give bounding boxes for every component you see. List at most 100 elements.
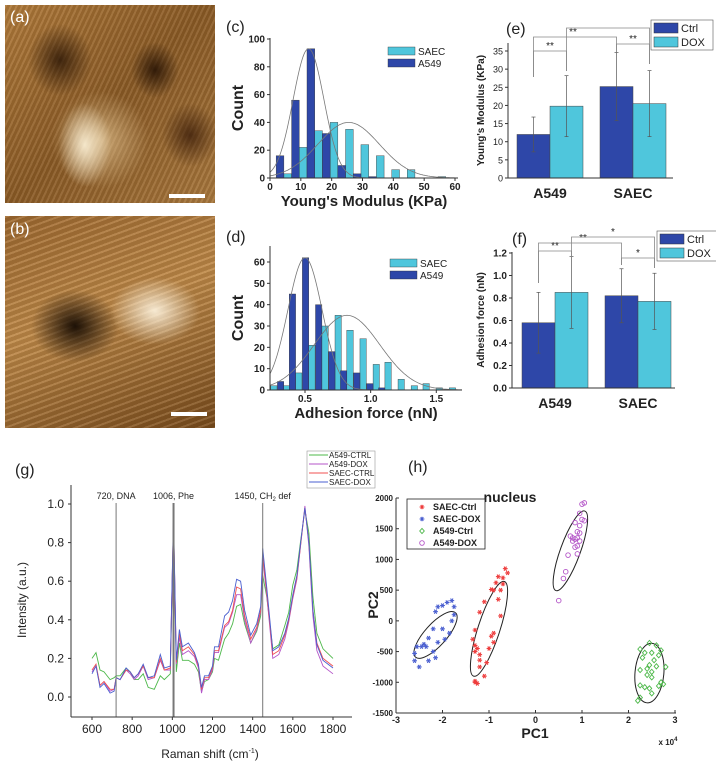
marker-stroke [471, 636, 475, 642]
histogram-bar-saec [359, 338, 367, 391]
annotation-label: 1450, CH2 def [235, 491, 292, 503]
significance-label: ** [579, 233, 587, 244]
x-tick-label: 1000 [159, 722, 186, 736]
histogram-bar-saec [299, 147, 308, 179]
scatter-point-a549-ctrl [644, 665, 651, 673]
x-axis-title: Raman shift (cm-1) [161, 747, 259, 761]
histogram-bar-saec [372, 364, 380, 391]
panel-label-d: (d) [226, 229, 246, 246]
histogram-bar-saec [346, 330, 354, 391]
histogram-bar-a549 [306, 48, 315, 179]
y-tick-label: 1.0 [47, 497, 64, 511]
y-tick-label: 30 [493, 65, 503, 75]
histogram-bar-a549 [275, 155, 285, 179]
marker-stroke [489, 587, 494, 592]
marker-stroke [431, 649, 435, 654]
marker-stroke [482, 599, 487, 605]
scatter-point-saec-dox [421, 641, 427, 647]
legend-marker-saec-ctrl [419, 504, 425, 510]
scatter-point-saec-ctrl [481, 599, 487, 605]
category-label: SAEC [619, 395, 658, 411]
scatter-point-saec-dox [435, 640, 441, 645]
gaussian-fit-saec [269, 122, 458, 179]
legend-label: DOX [681, 37, 706, 49]
legend-marker-a549-dox [419, 540, 425, 546]
legend-swatch-saec [389, 258, 418, 268]
x-tick-label: -3 [392, 715, 400, 725]
x-tick-label: 10 [295, 182, 307, 193]
marker-stroke [484, 660, 489, 665]
scatter-point-saec-ctrl [481, 673, 487, 679]
scatter-point-saec-dox [416, 664, 422, 670]
legend-swatch-dox [659, 247, 685, 259]
scatter-point-saec-dox [430, 626, 436, 632]
legend-label: Ctrl [681, 23, 698, 35]
scatter-point-saec-ctrl [505, 570, 510, 576]
scatter-point-a549-ctrl [637, 645, 644, 653]
histogram-bar-saec [376, 155, 385, 179]
legend-label: A549 [420, 271, 444, 282]
scatter-point-a549-ctrl [658, 647, 664, 654]
scatter-point-a549-dox [560, 575, 567, 582]
marker-stroke [420, 504, 424, 510]
y-tick-label: 10 [254, 364, 266, 375]
scatter-point-a549-ctrl [639, 654, 646, 661]
scatter-point-saec-dox [444, 600, 450, 605]
marker-stroke [417, 664, 421, 670]
y-tick-label: 0.8 [47, 536, 64, 550]
y-tick-label: 0.4 [47, 613, 64, 627]
scatter-point-a549-ctrl [648, 690, 655, 697]
marker-stroke [450, 598, 454, 603]
marker-stroke [412, 658, 417, 664]
legend-label: A549 [418, 59, 442, 70]
scatter-point-a549-ctrl [641, 683, 648, 691]
scatter-point-a549-dox [576, 530, 583, 536]
x-tick-label: 1200 [199, 722, 226, 736]
y-tick-label: 20 [254, 343, 266, 354]
legend-swatch-ctrl [653, 22, 679, 34]
scatter-point-saec-dox [440, 626, 445, 632]
x-tick-label: 40 [388, 182, 400, 193]
legend-label: SAEC-DOX [433, 514, 481, 524]
scatter-point-saec-ctrl [500, 581, 506, 587]
scatter-point-a549-ctrl [644, 671, 651, 679]
scatter-point-a549-dox [579, 501, 585, 507]
significance-bracket [538, 242, 622, 283]
x-tick-label: 3 [672, 715, 677, 725]
scatter-point-saec-dox [412, 651, 417, 656]
y-tick-label: 0 [259, 174, 265, 185]
panel-label-h: (h) [408, 459, 428, 476]
scatter-point-a549-ctrl [648, 668, 655, 676]
legend-box [650, 19, 714, 51]
x-tick-label: 50 [419, 182, 431, 193]
histogram-bar-a549 [366, 383, 374, 391]
scatter-point-a549-ctrl [648, 649, 655, 657]
scatter-point-saec-ctrl [488, 633, 494, 639]
significance-label: ** [551, 241, 559, 252]
legend-label: A549-CTRL [329, 451, 372, 460]
marker-stroke [501, 581, 505, 587]
y-tick-label: 0.0 [47, 690, 64, 704]
histogram-bar-saec [314, 130, 323, 179]
histogram-bar-a549 [353, 372, 361, 391]
marker-stroke [473, 679, 477, 685]
marker-stroke [452, 604, 456, 610]
scatter-point-saec-dox [430, 649, 436, 654]
histogram-bar-a549 [322, 133, 331, 179]
marker-stroke [447, 630, 452, 636]
marker-stroke [415, 644, 419, 650]
scatter-point-saec-dox [426, 635, 431, 641]
marker-stroke [450, 618, 454, 624]
marker-stroke [498, 613, 503, 619]
marker-stroke [473, 649, 477, 654]
scatter-point-a549-dox [576, 538, 583, 544]
x-multiplier-label: x 104 [659, 737, 679, 747]
histogram-bar-a549 [277, 381, 284, 391]
y-tick-label: 20 [493, 101, 503, 111]
legend-swatch-a549 [387, 58, 416, 68]
y-tick-label: 0.2 [47, 651, 64, 665]
scatter-point-a549-ctrl [634, 697, 641, 704]
marker-stroke [503, 566, 507, 571]
y-tick-label: 1500 [375, 525, 393, 534]
y-tick-label: 0.4 [493, 339, 507, 350]
